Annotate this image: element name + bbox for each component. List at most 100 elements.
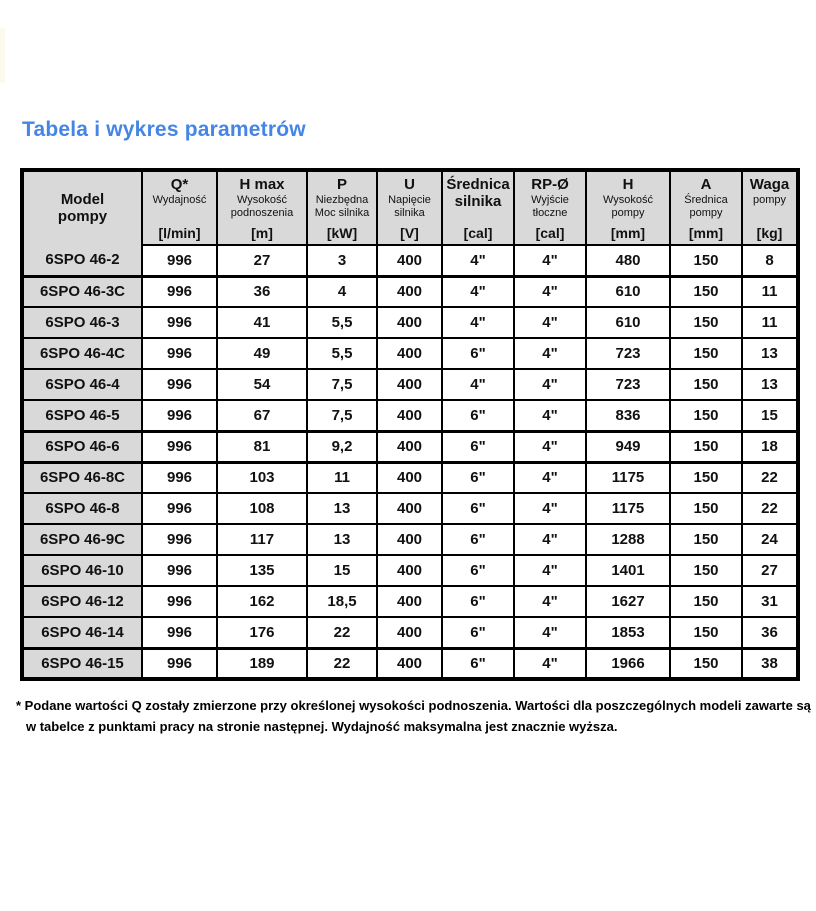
model-cell: 6SPO 46-8 bbox=[21, 492, 143, 525]
value-cell: 400 bbox=[376, 244, 443, 277]
value-cell: 7,5 bbox=[306, 368, 378, 401]
value-cell: 38 bbox=[741, 646, 799, 680]
value-cell: 6" bbox=[441, 460, 515, 494]
value-cell: 996 bbox=[141, 585, 218, 618]
value-cell: 4" bbox=[513, 429, 587, 463]
value-cell: 6" bbox=[441, 337, 515, 370]
value-cell: 162 bbox=[216, 585, 308, 618]
value-cell: 400 bbox=[376, 554, 443, 587]
table-row: 6SPO 46-4 996 54 7,5 400 4" 4" 723 150 13 bbox=[21, 368, 799, 401]
value-cell: 13 bbox=[741, 337, 799, 370]
table-row: 6SPO 46-12 996 162 18,5 400 6" 4" 1627 150 31 bbox=[21, 585, 799, 618]
value-cell: 1175 bbox=[585, 492, 671, 525]
value-cell: 15 bbox=[306, 554, 378, 587]
value-cell: 1288 bbox=[585, 523, 671, 556]
value-cell: 18 bbox=[741, 429, 799, 463]
value-cell: 4" bbox=[513, 616, 587, 649]
value-cell: 400 bbox=[376, 274, 443, 308]
value-cell: 610 bbox=[585, 274, 671, 308]
table-row: 6SPO 46-5 996 67 7,5 400 6" 4" 836 150 15 bbox=[21, 399, 799, 432]
value-cell: 117 bbox=[216, 523, 308, 556]
column-sub-label: Wysokość pompy bbox=[602, 194, 654, 219]
value-cell: 400 bbox=[376, 337, 443, 370]
value-cell: 13 bbox=[306, 492, 378, 525]
value-cell: 5,5 bbox=[306, 306, 378, 339]
value-cell: 996 bbox=[141, 646, 218, 680]
model-cell: 6SPO 46-10 bbox=[21, 554, 143, 587]
value-cell: 400 bbox=[376, 585, 443, 618]
column-main-label: RP-Ø bbox=[531, 176, 569, 193]
value-cell: 1853 bbox=[585, 616, 671, 649]
value-cell: 723 bbox=[585, 368, 671, 401]
column-main-label: H bbox=[622, 176, 634, 193]
column-header-p: P Niezbędna Moc silnika [kW] bbox=[306, 169, 378, 246]
value-cell: 150 bbox=[669, 368, 743, 401]
model-cell: 6SPO 46-9C bbox=[21, 523, 143, 556]
column-header-rp-o: RP-Ø Wyjście tłoczne [cal] bbox=[513, 169, 587, 246]
column-sub-label: Wyjście tłoczne bbox=[531, 194, 569, 219]
value-cell: 1966 bbox=[585, 646, 671, 680]
column-main-label: Model pompy bbox=[57, 190, 108, 225]
table-row: 6SPO 46-3C 996 36 4 400 4" 4" 610 150 11 bbox=[21, 274, 799, 308]
value-cell: 6" bbox=[441, 554, 515, 587]
value-cell: 150 bbox=[669, 429, 743, 463]
column-header-h: H Wysokość pompy [mm] bbox=[585, 169, 671, 246]
column-sub-label: pompy bbox=[752, 194, 787, 207]
value-cell: 4 bbox=[306, 274, 378, 308]
parameters-table: Model pompy Q* Wydajność [l/min] H max Wysoko… bbox=[20, 168, 800, 681]
value-cell: 150 bbox=[669, 554, 743, 587]
value-cell: 4" bbox=[441, 274, 515, 308]
table-header: Model pompy Q* Wydajność [l/min] H max Wysoko… bbox=[21, 169, 799, 246]
column-unit-label: [kW] bbox=[326, 224, 358, 241]
model-cell: 6SPO 46-4 bbox=[21, 368, 143, 401]
table-row: 6SPO 46-9C 996 117 13 400 6" 4" 1288 150 24 bbox=[21, 523, 799, 556]
value-cell: 13 bbox=[306, 523, 378, 556]
value-cell: 6" bbox=[441, 492, 515, 525]
table-row: 6SPO 46-6 996 81 9,2 400 6" 4" 949 150 18 bbox=[21, 429, 799, 463]
value-cell: 996 bbox=[141, 492, 218, 525]
value-cell: 150 bbox=[669, 460, 743, 494]
column-sub-label: Średnica pompy bbox=[684, 194, 728, 219]
value-cell: 4" bbox=[513, 337, 587, 370]
footnote-line-2: w tabelce z punktami pracy na stronie na… bbox=[26, 718, 618, 734]
column-main-label: P bbox=[336, 176, 347, 193]
column-header-model: Model pompy bbox=[21, 169, 143, 245]
value-cell: 6" bbox=[441, 523, 515, 556]
column-unit-label: [cal] bbox=[535, 224, 565, 241]
column-main-label: U bbox=[404, 176, 415, 193]
value-cell: 400 bbox=[376, 646, 443, 680]
value-cell: 996 bbox=[141, 399, 218, 432]
value-cell: 27 bbox=[741, 554, 799, 587]
column-header-srednica-silnika: Średnica silnika [cal] bbox=[441, 169, 515, 246]
value-cell: 9,2 bbox=[306, 429, 378, 463]
value-cell: 24 bbox=[741, 523, 799, 556]
model-cell: 6SPO 46-15 bbox=[21, 646, 143, 680]
value-cell: 81 bbox=[216, 429, 308, 463]
value-cell: 150 bbox=[669, 274, 743, 308]
value-cell: 41 bbox=[216, 306, 308, 339]
value-cell: 13 bbox=[741, 368, 799, 401]
value-cell: 27 bbox=[216, 244, 308, 277]
value-cell: 8 bbox=[741, 244, 799, 277]
value-cell: 36 bbox=[741, 616, 799, 649]
value-cell: 22 bbox=[741, 492, 799, 525]
value-cell: 150 bbox=[669, 399, 743, 432]
value-cell: 135 bbox=[216, 554, 308, 587]
value-cell: 400 bbox=[376, 523, 443, 556]
footnote-line-1: * Podane wartości Q zostały zmierzone pr… bbox=[16, 698, 811, 713]
value-cell: 22 bbox=[306, 646, 378, 680]
value-cell: 400 bbox=[376, 492, 443, 525]
value-cell: 150 bbox=[669, 585, 743, 618]
value-cell: 949 bbox=[585, 429, 671, 463]
table-body: 6SPO 46-2 996 27 3 400 4" 4" 480 150 8 6SPO 46-3C 9… bbox=[21, 244, 799, 680]
table-row: 6SPO 46-10 996 135 15 400 6" 4" 1401 150 27 bbox=[21, 554, 799, 587]
column-unit-label: [mm] bbox=[688, 224, 724, 241]
column-main-label: Waga bbox=[749, 176, 790, 193]
table-header-row: Model pompy Q* Wydajność [l/min] H max Wysoko… bbox=[21, 169, 799, 246]
column-unit-label: [m] bbox=[251, 224, 273, 241]
value-cell: 4" bbox=[513, 523, 587, 556]
value-cell: 4" bbox=[513, 244, 587, 277]
value-cell: 996 bbox=[141, 337, 218, 370]
model-cell: 6SPO 46-3C bbox=[21, 274, 143, 308]
value-cell: 610 bbox=[585, 306, 671, 339]
